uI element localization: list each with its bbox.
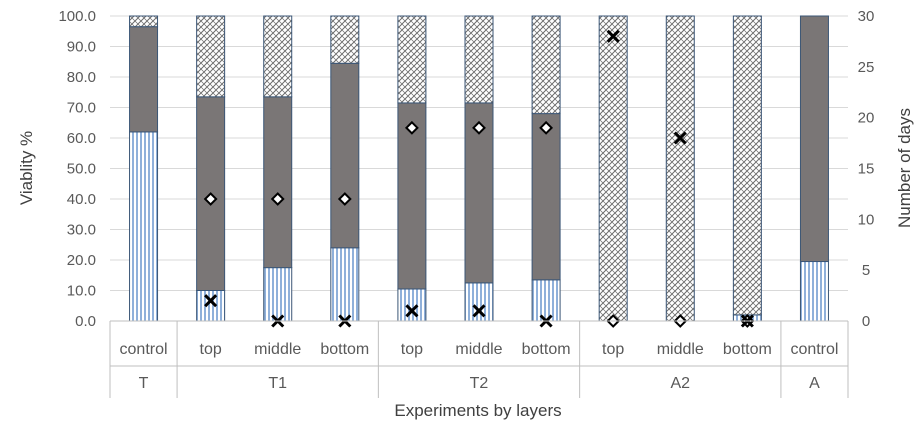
bar-segment-s1 bbox=[397, 288, 427, 322]
y2-tick-label: 0 bbox=[862, 313, 870, 330]
bar-segment-s3 bbox=[397, 15, 427, 104]
y-tick-label: 40.0 bbox=[67, 191, 96, 208]
y-tick-label: 30.0 bbox=[67, 222, 96, 239]
category-label: top bbox=[401, 341, 423, 358]
y-tick-label: 60.0 bbox=[67, 130, 96, 147]
y-axis-ticks: 0.0 10.0 20.0 30.0 40.0 50.0 60.0 70.0 80.0 90.0 1… bbox=[58, 8, 96, 330]
x-axis-title: Experiments by layers bbox=[394, 401, 561, 420]
group-label: A2 bbox=[670, 375, 690, 392]
bar-segment-s3 bbox=[531, 15, 561, 115]
y-tick-label: 0.0 bbox=[75, 313, 96, 330]
group-label: A bbox=[809, 375, 820, 392]
bar-segment-s3 bbox=[598, 15, 628, 322]
marker-x bbox=[405, 304, 419, 318]
y-tick-label: 80.0 bbox=[67, 69, 96, 86]
category-label: middle bbox=[455, 341, 502, 358]
category-label: bottom bbox=[723, 341, 772, 358]
y2-tick-label: 10 bbox=[858, 211, 875, 228]
bar-segment-s1 bbox=[464, 282, 494, 322]
bar-segment-s3 bbox=[732, 15, 762, 316]
y-tick-label: 100.0 bbox=[58, 8, 96, 25]
y2-tick-label: 5 bbox=[862, 262, 870, 279]
y-tick-label: 50.0 bbox=[67, 161, 96, 178]
category-label: control bbox=[120, 341, 168, 358]
y2-tick-label: 25 bbox=[858, 59, 875, 76]
y2-tick-label: 15 bbox=[858, 161, 875, 178]
y-tick-label: 70.0 bbox=[67, 100, 96, 117]
bar-segment-s2 bbox=[799, 15, 829, 263]
category-label: bottom bbox=[320, 341, 369, 358]
bar-segment-s1 bbox=[531, 279, 561, 322]
y-tick-label: 20.0 bbox=[67, 252, 96, 269]
category-label: middle bbox=[657, 341, 704, 358]
bar-segment-s1 bbox=[799, 261, 829, 322]
y2-tick-label: 30 bbox=[858, 8, 875, 25]
group-label: T2 bbox=[470, 375, 489, 392]
marker-x bbox=[606, 29, 620, 43]
y-axis-title: Viablity % bbox=[17, 131, 36, 205]
marker-diamond bbox=[539, 120, 554, 135]
bars bbox=[129, 15, 829, 322]
bar-segment-s1 bbox=[196, 290, 226, 322]
markers bbox=[203, 29, 755, 328]
y2-axis-ticks: 0 5 10 15 20 25 30 bbox=[858, 8, 875, 330]
bar-segment-s3 bbox=[464, 15, 494, 104]
bar-segment-s1 bbox=[129, 131, 159, 322]
category-label: bottom bbox=[522, 341, 571, 358]
bar-segment-s3 bbox=[129, 15, 159, 28]
marker-x bbox=[472, 304, 486, 318]
bar-segment-s1 bbox=[330, 247, 360, 322]
bar-segment-s1 bbox=[263, 267, 293, 322]
marker-diamond bbox=[270, 192, 285, 206]
marker-x bbox=[204, 294, 218, 308]
category-label: control bbox=[790, 341, 838, 358]
category-label: top bbox=[602, 341, 624, 358]
category-label: top bbox=[200, 341, 222, 358]
y-tick-label: 90.0 bbox=[67, 39, 96, 56]
y2-axis-title: Number of days bbox=[895, 108, 914, 228]
group-label: T bbox=[139, 375, 149, 392]
marker-diamond bbox=[404, 120, 419, 135]
y-tick-label: 10.0 bbox=[67, 283, 96, 300]
bar-segment-s2 bbox=[129, 26, 159, 133]
marker-x bbox=[673, 131, 687, 145]
category-label: middle bbox=[254, 341, 301, 358]
marker-diamond bbox=[337, 192, 352, 206]
bar-segment-s3 bbox=[665, 15, 695, 322]
bar-segment-s2 bbox=[330, 62, 360, 249]
marker-diamond bbox=[203, 192, 218, 206]
marker-diamond bbox=[472, 120, 486, 135]
bar-segment-s3 bbox=[196, 15, 226, 98]
bar-segment-s3 bbox=[330, 15, 360, 64]
bar-segment-s2 bbox=[531, 113, 561, 281]
group-label: T1 bbox=[268, 375, 287, 392]
y2-tick-label: 20 bbox=[858, 110, 875, 127]
bar-segment-s2 bbox=[263, 96, 293, 269]
bar-segment-s3 bbox=[263, 15, 293, 98]
